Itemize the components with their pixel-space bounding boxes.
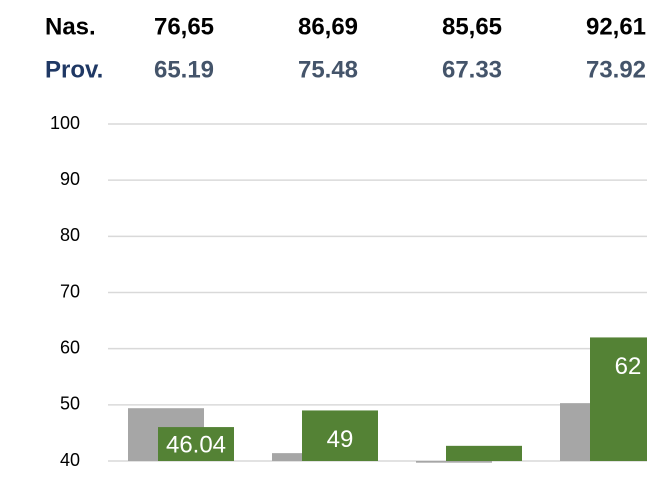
y-tick-label: 80: [60, 225, 80, 245]
bar: [590, 337, 647, 461]
y-tick-label: 100: [50, 113, 80, 133]
y-tick-label: 70: [60, 281, 80, 301]
y-tick-label: 40: [60, 450, 80, 470]
bar: [158, 427, 234, 461]
y-tick-label: 50: [60, 394, 80, 414]
header-value: 85,65: [442, 13, 502, 40]
header-value: 75.48: [298, 56, 358, 83]
bar: [446, 445, 522, 461]
y-tick-label: 90: [60, 169, 80, 189]
header-value: 65.19: [154, 56, 214, 83]
bar: [302, 410, 378, 461]
header-value: 67.33: [442, 56, 502, 83]
row-label: Nas.: [45, 13, 96, 40]
header-value: 86,69: [298, 13, 358, 40]
header-value: 92,61: [586, 13, 646, 40]
header-value: 73.92: [586, 56, 646, 83]
data-label: 62: [615, 353, 642, 380]
y-tick-label: 60: [60, 337, 80, 357]
bar: [416, 461, 492, 463]
row-label: Prov.: [45, 56, 103, 83]
data-label: 46.04: [166, 431, 226, 458]
data-label: 49: [327, 426, 354, 453]
header-value: 76,65: [154, 13, 214, 40]
